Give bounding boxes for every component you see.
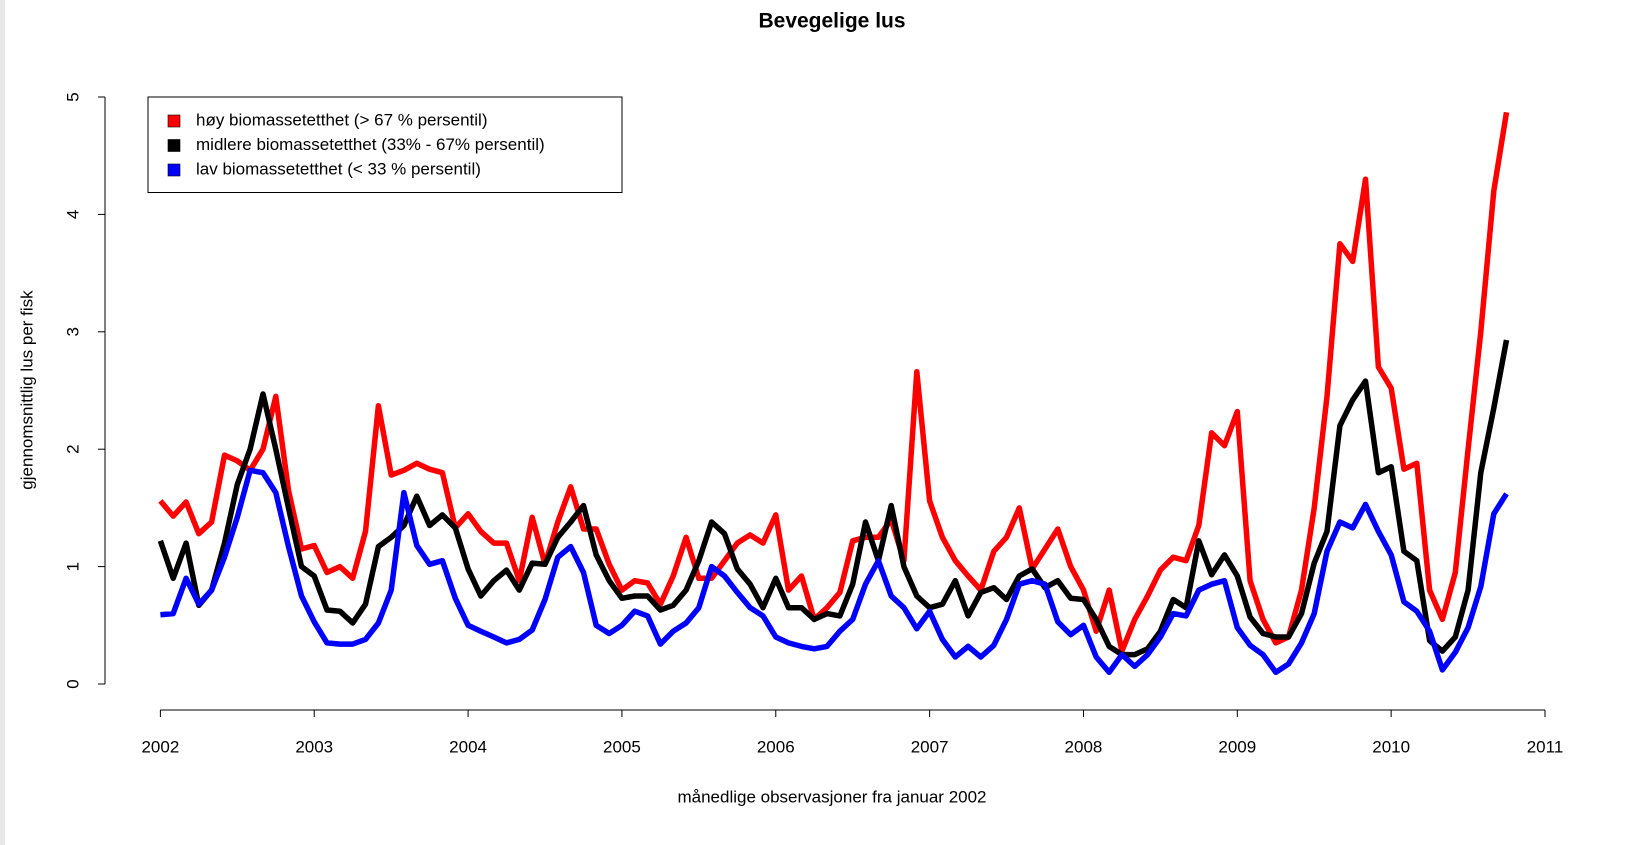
- x-axis-label: månedlige observasjoner fra januar 2002: [677, 787, 986, 806]
- window-edge: [0, 0, 5, 845]
- x-tick-label: 2006: [757, 737, 795, 756]
- x-tick-label: 2004: [449, 737, 487, 756]
- x-tick-label: 2005: [603, 737, 641, 756]
- legend-label: lav biomassetetthet (< 33 % persentil): [196, 159, 481, 178]
- y-tick-label: 4: [63, 210, 82, 219]
- y-tick-label: 1: [63, 562, 82, 571]
- x-tick-label: 2009: [1218, 737, 1256, 756]
- legend-swatch: [167, 114, 181, 128]
- legend-swatch: [167, 139, 181, 152]
- x-tick-label: 2002: [141, 737, 179, 756]
- x-tick-label: 2003: [295, 737, 333, 756]
- x-tick-label: 2011: [1527, 737, 1564, 756]
- series-line: [160, 467, 1509, 676]
- y-tick-label: 3: [63, 327, 82, 336]
- legend-box: [147, 96, 623, 193]
- series-line: [158, 111, 1510, 654]
- legend-label: høy biomassetetthet (> 67 % persentil): [196, 110, 488, 129]
- x-tick-label: 2010: [1372, 737, 1410, 756]
- legend-label: midlere biomassetetthet (33% - 67% perse…: [196, 135, 545, 154]
- y-tick-label: 5: [63, 92, 82, 101]
- series-line: [157, 339, 1510, 658]
- y-axis-label: gjennomsnittlig lus per fisk: [17, 290, 36, 490]
- chart-title: Bevegelige lus: [758, 10, 905, 33]
- y-tick-label: 2: [63, 444, 82, 453]
- x-tick-label: 2007: [911, 737, 949, 756]
- y-tick-label: 0: [63, 679, 82, 688]
- x-tick-label: 2008: [1065, 737, 1103, 756]
- legend-swatch: [167, 163, 181, 177]
